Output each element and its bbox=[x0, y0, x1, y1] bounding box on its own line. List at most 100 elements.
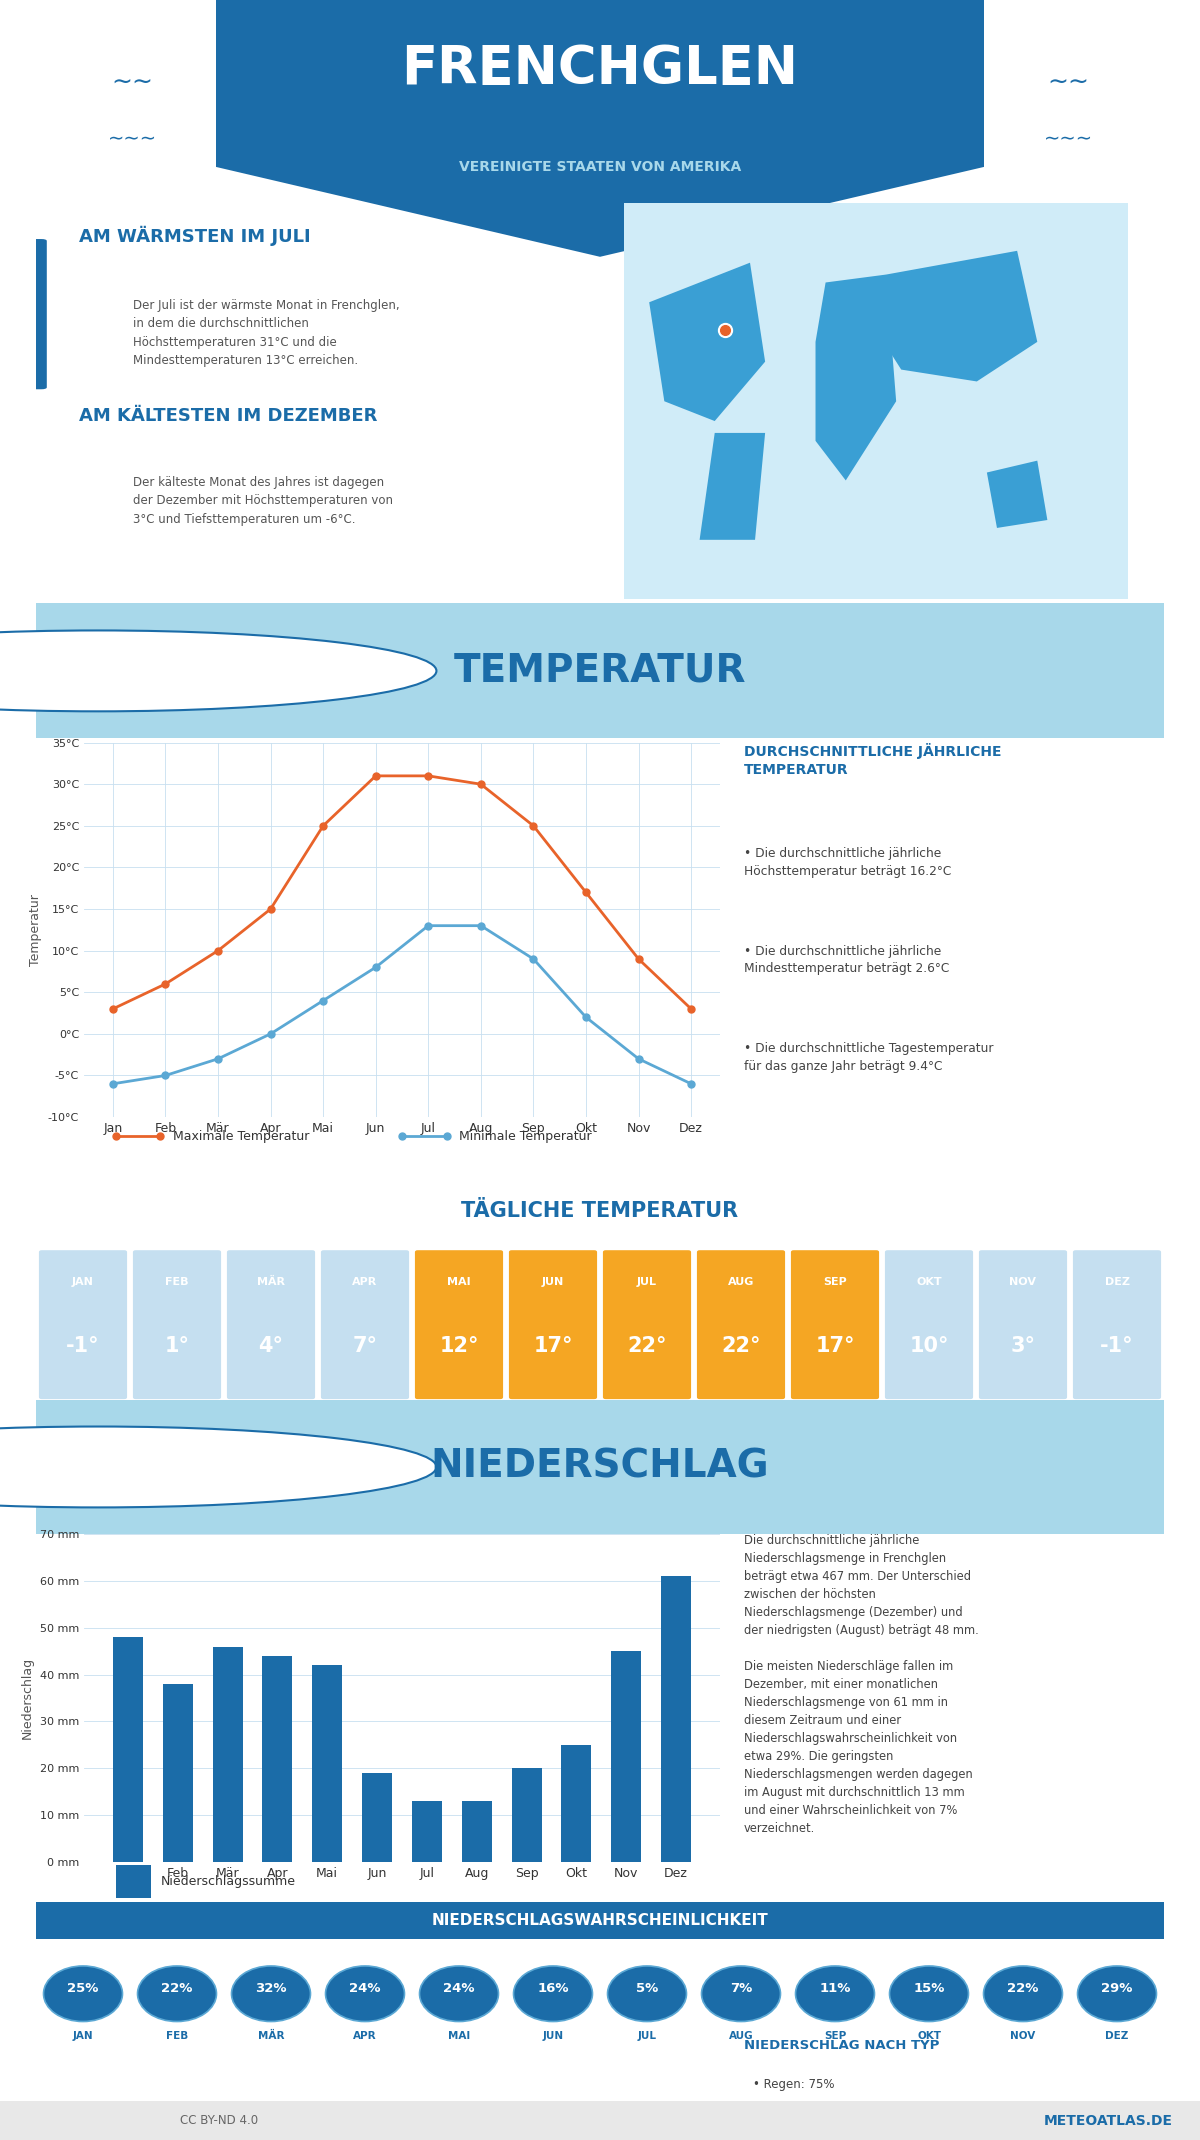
FancyBboxPatch shape bbox=[132, 1250, 222, 1400]
Bar bbox=[362, 1772, 392, 1862]
Text: AM WÄRMSTEN IM JULI: AM WÄRMSTEN IM JULI bbox=[79, 225, 311, 246]
Text: SEP: SEP bbox=[824, 2031, 846, 2042]
Text: FEB: FEB bbox=[166, 2031, 188, 2042]
Text: ∼∼: ∼∼ bbox=[112, 71, 154, 94]
Text: AM KÄLTESTEN IM DEZEMBER: AM KÄLTESTEN IM DEZEMBER bbox=[79, 407, 378, 424]
Bar bbox=[113, 1637, 143, 1862]
Text: • Die durchschnittliche jährliche
Mindesttemperatur beträgt 2.6°C: • Die durchschnittliche jährliche Mindes… bbox=[744, 946, 949, 976]
Circle shape bbox=[232, 1967, 311, 2022]
FancyBboxPatch shape bbox=[508, 1250, 598, 1400]
Text: FEB: FEB bbox=[166, 1278, 188, 1288]
Bar bbox=[661, 1577, 691, 1862]
Text: 7°: 7° bbox=[353, 1335, 378, 1357]
Bar bbox=[562, 1744, 592, 1862]
Bar bbox=[312, 1665, 342, 1862]
Text: JUN: JUN bbox=[542, 2031, 564, 2042]
Bar bbox=[511, 1768, 541, 1862]
Text: 24%: 24% bbox=[443, 1982, 475, 1994]
Circle shape bbox=[607, 1967, 686, 2022]
Text: Minimale Temperatur: Minimale Temperatur bbox=[460, 1130, 592, 1143]
Bar bbox=[611, 1652, 641, 1862]
Text: Niederschlagssumme: Niederschlagssumme bbox=[161, 1875, 295, 1887]
FancyBboxPatch shape bbox=[790, 1250, 880, 1400]
Text: APR: APR bbox=[353, 2031, 377, 2042]
Circle shape bbox=[889, 1967, 968, 2022]
Text: -1°: -1° bbox=[66, 1335, 100, 1357]
Text: JAN: JAN bbox=[72, 1278, 94, 1288]
Text: MÄR: MÄR bbox=[257, 1278, 286, 1288]
Text: Der kälteste Monat des Jahres ist dagegen
der Dezember mit Höchsttemperaturen vo: Der kälteste Monat des Jahres ist dagege… bbox=[133, 475, 394, 526]
Text: -1°: -1° bbox=[1100, 1335, 1134, 1357]
Text: 25%: 25% bbox=[67, 1982, 98, 1994]
Text: 22%: 22% bbox=[161, 1982, 193, 1994]
Text: 17°: 17° bbox=[533, 1335, 572, 1357]
FancyBboxPatch shape bbox=[13, 601, 1187, 740]
Text: DURCHSCHNITTLICHE JÄHRLICHE
TEMPERATUR: DURCHSCHNITTLICHE JÄHRLICHE TEMPERATUR bbox=[744, 743, 1002, 777]
Y-axis label: Temperatur: Temperatur bbox=[29, 895, 42, 965]
Bar bbox=[412, 1802, 442, 1862]
Text: 12°: 12° bbox=[439, 1335, 479, 1357]
Text: OKT: OKT bbox=[917, 2031, 941, 2042]
Text: AUG: AUG bbox=[728, 1278, 754, 1288]
Text: 32%: 32% bbox=[256, 1982, 287, 1994]
Circle shape bbox=[138, 1967, 216, 2022]
FancyBboxPatch shape bbox=[226, 1250, 316, 1400]
Bar bbox=[116, 1864, 151, 1898]
Text: METEOATLAS.DE: METEOATLAS.DE bbox=[1044, 2114, 1174, 2127]
Polygon shape bbox=[816, 274, 896, 482]
Text: CC BY-ND 4.0: CC BY-ND 4.0 bbox=[180, 2114, 258, 2127]
Polygon shape bbox=[216, 0, 984, 257]
Text: JAN: JAN bbox=[73, 2031, 94, 2042]
Circle shape bbox=[1078, 1967, 1157, 2022]
Text: 16%: 16% bbox=[538, 1982, 569, 1994]
Text: MÄR: MÄR bbox=[258, 2031, 284, 2042]
Polygon shape bbox=[649, 263, 766, 422]
FancyBboxPatch shape bbox=[13, 1397, 1187, 1537]
FancyBboxPatch shape bbox=[31, 240, 47, 389]
Text: Die durchschnittliche jährliche
Niederschlagsmenge in Frenchglen
beträgt etwa 46: Die durchschnittliche jährliche Niedersc… bbox=[744, 1534, 979, 1836]
Text: JUL: JUL bbox=[637, 2031, 656, 2042]
Text: 22°: 22° bbox=[721, 1335, 761, 1357]
Text: 22°: 22° bbox=[628, 1335, 667, 1357]
Text: 24%: 24% bbox=[349, 1982, 380, 1994]
Circle shape bbox=[43, 1967, 122, 2022]
Text: • Die durchschnittliche jährliche
Höchsttemperatur beträgt 16.2°C: • Die durchschnittliche jährliche Höchst… bbox=[744, 847, 952, 877]
Y-axis label: Niederschlag: Niederschlag bbox=[22, 1656, 35, 1740]
Bar bbox=[36, 1902, 1164, 1939]
Bar bbox=[212, 1646, 242, 1862]
Text: • Die durchschnittliche Tagestemperatur
für das ganze Jahr beträgt 9.4°C: • Die durchschnittliche Tagestemperatur … bbox=[744, 1042, 994, 1072]
Text: ∼∼∼: ∼∼∼ bbox=[108, 131, 156, 148]
Text: JUL: JUL bbox=[637, 1278, 658, 1288]
FancyBboxPatch shape bbox=[978, 1250, 1068, 1400]
Text: AUG: AUG bbox=[728, 2031, 754, 2042]
Circle shape bbox=[984, 1967, 1062, 2022]
FancyBboxPatch shape bbox=[320, 1250, 410, 1400]
Text: 10°: 10° bbox=[910, 1335, 949, 1357]
Text: 42° 49’ 35’’ N — 118° 54’ 52’’ W: 42° 49’ 35’’ N — 118° 54’ 52’’ W bbox=[1106, 372, 1115, 518]
Circle shape bbox=[0, 1427, 437, 1507]
Text: MAI: MAI bbox=[448, 2031, 470, 2042]
Circle shape bbox=[0, 631, 437, 710]
FancyBboxPatch shape bbox=[414, 1250, 504, 1400]
Circle shape bbox=[514, 1967, 593, 2022]
Text: 17°: 17° bbox=[815, 1335, 854, 1357]
Text: 7%: 7% bbox=[730, 1982, 752, 1994]
FancyBboxPatch shape bbox=[1072, 1250, 1162, 1400]
Text: 15%: 15% bbox=[913, 1982, 944, 1994]
Text: ∼∼: ∼∼ bbox=[1046, 71, 1090, 94]
Text: 5%: 5% bbox=[636, 1982, 658, 1994]
Text: • Regen: 75%: • Regen: 75% bbox=[752, 2078, 834, 2091]
FancyBboxPatch shape bbox=[602, 1250, 692, 1400]
FancyBboxPatch shape bbox=[38, 1250, 128, 1400]
Text: 1°: 1° bbox=[164, 1335, 190, 1357]
Circle shape bbox=[702, 1967, 780, 2022]
FancyBboxPatch shape bbox=[884, 1250, 974, 1400]
Text: 4°: 4° bbox=[258, 1335, 283, 1357]
FancyBboxPatch shape bbox=[696, 1250, 786, 1400]
Circle shape bbox=[420, 1967, 498, 2022]
Bar bbox=[462, 1802, 492, 1862]
Text: JUN: JUN bbox=[542, 1278, 564, 1288]
Polygon shape bbox=[700, 432, 766, 539]
Text: Maximale Temperatur: Maximale Temperatur bbox=[173, 1130, 310, 1143]
Text: 29%: 29% bbox=[1102, 1982, 1133, 1994]
